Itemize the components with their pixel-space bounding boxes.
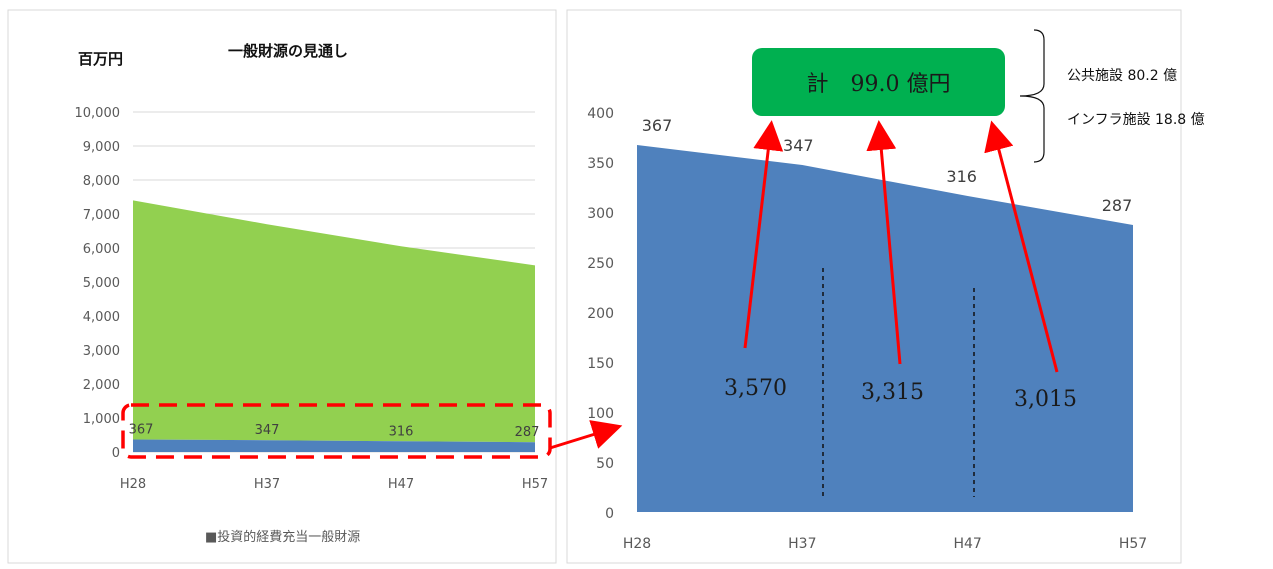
right-x-tick-label: H47 — [953, 536, 981, 552]
right-data-labels: 367 347 316 287 — [642, 116, 1133, 215]
left-y-tick-label: 9,000 — [83, 140, 120, 155]
left-y-tick-label: 10,000 — [75, 106, 121, 121]
zoom-highlight-box — [121, 403, 552, 459]
left-y-axis: 0 1,000 2,000 3,000 4,000 5,000 6,000 7,000 8,00… — [75, 106, 121, 461]
left-chart-title: 一般財源の見通し — [228, 42, 348, 60]
right-y-tick-label: 0 — [605, 506, 614, 522]
period-total-3: 3,015 — [1014, 387, 1077, 412]
left-data-labels: 367 347 316 287 — [129, 423, 540, 441]
note-public-facilities: 公共施設 80.2 億 — [1067, 68, 1178, 84]
right-y-tick-label: 150 — [587, 356, 614, 372]
right-y-tick-label: 350 — [587, 156, 614, 172]
period-total-2: 3,315 — [861, 380, 924, 405]
left-y-tick-label: 6,000 — [83, 242, 120, 257]
left-y-tick-label: 4,000 — [83, 310, 120, 325]
right-y-tick-label: 250 — [587, 256, 614, 272]
left-chart-border — [7, 9, 557, 564]
left-y-tick-label: 0 — [112, 446, 120, 461]
left-legend: ■投資的経費充当一般財源 — [205, 529, 360, 545]
left-y-tick-label: 2,000 — [83, 378, 120, 393]
total-summary-box: 計 99.0 億円 — [752, 48, 1005, 116]
right-y-tick-label: 100 — [587, 406, 614, 422]
left-unit-label: 百万円 — [78, 50, 123, 68]
left-data-label: 347 — [255, 423, 280, 438]
right-data-label: 367 — [642, 116, 673, 135]
left-y-tick-label: 7,000 — [83, 208, 120, 223]
note-infrastructure: インフラ施設 18.8 億 — [1067, 112, 1205, 128]
left-x-tick-label: H37 — [254, 477, 280, 492]
left-x-tick-label: H47 — [388, 477, 414, 492]
right-blue-area — [637, 145, 1133, 512]
right-data-label: 347 — [783, 136, 814, 155]
right-y-axis: 400 350 300 250 200 150 100 50 0 — [587, 106, 614, 522]
right-x-tick-label: H28 — [623, 536, 651, 552]
right-data-label: 287 — [1102, 196, 1133, 215]
left-x-tick-label: H57 — [522, 477, 548, 492]
left-x-axis: H28 H37 H47 H57 — [120, 477, 548, 492]
right-y-tick-label: 50 — [596, 456, 614, 472]
right-chart-border — [566, 9, 1182, 564]
left-y-tick-label: 5,000 — [83, 276, 120, 291]
right-y-tick-label: 300 — [587, 206, 614, 222]
left-data-label: 287 — [515, 425, 540, 440]
left-x-tick-label: H28 — [120, 477, 146, 492]
left-blue-area — [133, 439, 535, 452]
left-y-tick-label: 3,000 — [83, 344, 120, 359]
left-y-tick-label: 1,000 — [83, 412, 120, 427]
left-y-tick-label: 8,000 — [83, 174, 120, 189]
period-total-1: 3,570 — [724, 376, 787, 401]
right-data-label: 316 — [946, 167, 977, 186]
total-summary-label: 計 99.0 億円 — [806, 72, 951, 97]
right-x-axis: H28 H37 H47 H57 — [623, 536, 1147, 552]
right-y-tick-label: 200 — [587, 306, 614, 322]
right-y-tick-label: 400 — [587, 106, 614, 122]
right-x-tick-label: H37 — [788, 536, 816, 552]
right-x-tick-label: H57 — [1119, 536, 1147, 552]
left-area-chart: 百万円 一般財源の見通し 0 1,000 2,000 3,000 4,000 5,000 6… — [7, 9, 557, 564]
left-chart-panel: 百万円 一般財源の見通し 0 1,000 2,000 3,000 4,000 5,000 6… — [0, 0, 560, 565]
left-green-area — [133, 200, 535, 443]
left-data-label: 367 — [129, 423, 154, 438]
left-data-label: 316 — [389, 424, 414, 439]
